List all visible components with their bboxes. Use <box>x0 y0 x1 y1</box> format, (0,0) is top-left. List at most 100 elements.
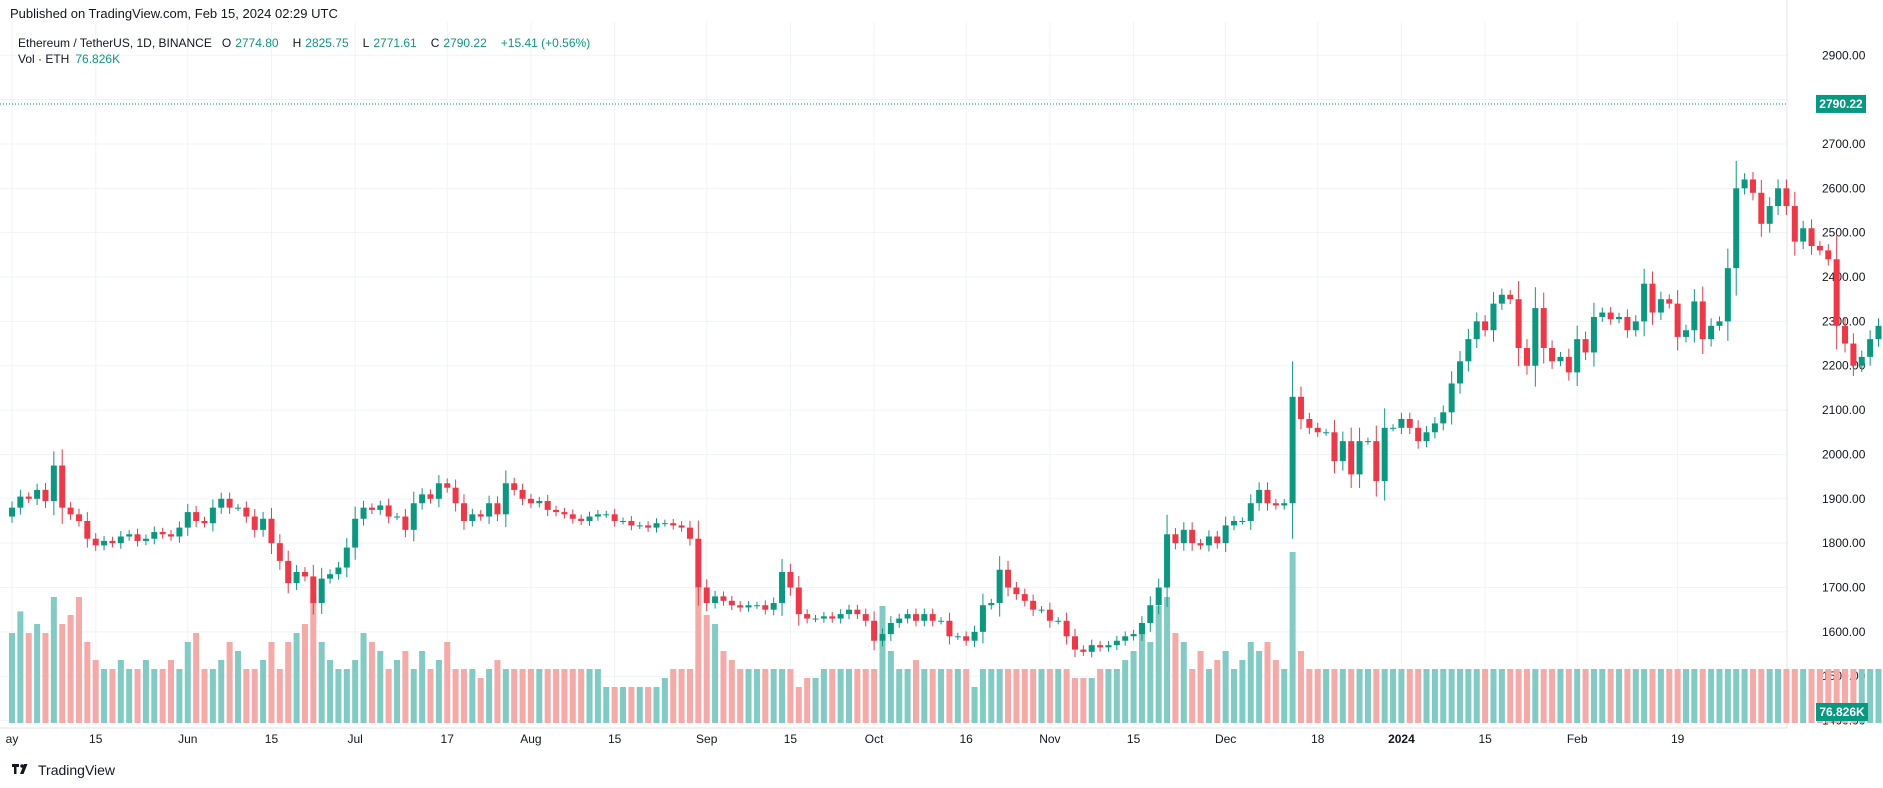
candle[interactable] <box>452 479 459 512</box>
candle[interactable] <box>1482 315 1489 337</box>
candle[interactable] <box>1038 606 1045 614</box>
candle[interactable] <box>1691 289 1698 343</box>
candle[interactable] <box>1348 427 1355 488</box>
candle[interactable] <box>17 489 24 515</box>
candle[interactable] <box>1088 639 1095 658</box>
candle[interactable] <box>753 601 760 609</box>
candle[interactable] <box>946 612 953 645</box>
candle[interactable] <box>1666 294 1673 309</box>
candle[interactable] <box>502 470 509 528</box>
candle[interactable] <box>427 489 434 504</box>
candle[interactable] <box>1239 517 1246 525</box>
candle[interactable] <box>1197 538 1204 550</box>
candle[interactable] <box>1683 324 1689 343</box>
candle[interactable] <box>1272 499 1279 510</box>
candle[interactable] <box>1791 191 1798 256</box>
candle[interactable] <box>1105 640 1112 652</box>
candle[interactable] <box>1289 361 1296 539</box>
candle[interactable] <box>686 520 693 546</box>
candle[interactable] <box>1205 530 1212 552</box>
candle[interactable] <box>1055 617 1062 625</box>
candle[interactable] <box>603 510 610 518</box>
candle[interactable] <box>1113 635 1120 651</box>
candle[interactable] <box>1390 424 1397 432</box>
candle[interactable] <box>586 511 593 526</box>
candle[interactable] <box>243 501 250 523</box>
candle[interactable] <box>1247 494 1254 530</box>
candle[interactable] <box>419 488 426 510</box>
candle[interactable] <box>795 575 802 626</box>
candle[interactable] <box>251 508 258 538</box>
candle[interactable] <box>1314 422 1321 438</box>
candle[interactable] <box>1850 333 1857 376</box>
candle[interactable] <box>569 509 576 524</box>
candle[interactable] <box>628 516 635 531</box>
candle[interactable] <box>1758 179 1765 237</box>
candle[interactable] <box>101 536 108 551</box>
candle[interactable] <box>1565 348 1572 381</box>
candle[interactable] <box>176 521 183 543</box>
candle[interactable] <box>1590 302 1597 367</box>
candle[interactable] <box>1097 640 1104 652</box>
candle[interactable] <box>1616 312 1623 324</box>
candle[interactable] <box>511 477 518 496</box>
candle[interactable] <box>234 504 241 512</box>
candle[interactable] <box>1775 179 1782 215</box>
candle[interactable] <box>804 609 811 624</box>
candle[interactable] <box>1783 179 1790 215</box>
candle[interactable] <box>1339 431 1346 471</box>
candle[interactable] <box>1833 235 1840 350</box>
candle[interactable] <box>837 609 844 624</box>
candle[interactable] <box>260 511 267 537</box>
candle[interactable] <box>1138 616 1145 641</box>
candle[interactable] <box>1164 514 1171 608</box>
candle[interactable] <box>377 500 384 515</box>
candle[interactable] <box>1473 312 1480 348</box>
candle[interactable] <box>1674 290 1681 351</box>
candle[interactable] <box>954 632 961 640</box>
candle[interactable] <box>963 631 970 646</box>
candle[interactable] <box>871 611 878 651</box>
candle[interactable] <box>168 530 175 541</box>
candle[interactable] <box>846 604 852 619</box>
candle[interactable] <box>285 550 292 594</box>
candle[interactable] <box>1297 386 1304 430</box>
candle[interactable] <box>1649 271 1656 325</box>
candle[interactable] <box>519 483 526 506</box>
candle[interactable] <box>159 527 166 539</box>
candle[interactable] <box>678 521 685 532</box>
candle[interactable] <box>84 512 91 548</box>
candle[interactable] <box>1490 292 1497 342</box>
candle[interactable] <box>1507 289 1514 305</box>
candle[interactable] <box>1724 248 1731 341</box>
candle[interactable] <box>42 483 49 508</box>
candle[interactable] <box>1816 241 1823 256</box>
candle[interactable] <box>444 478 451 493</box>
candle[interactable] <box>1172 528 1179 550</box>
candle[interactable] <box>695 520 702 606</box>
candle[interactable] <box>820 612 827 623</box>
candle[interactable] <box>1415 420 1422 449</box>
candle[interactable] <box>1222 516 1229 553</box>
candle[interactable] <box>1180 522 1187 551</box>
candle[interactable] <box>410 491 417 542</box>
candle[interactable] <box>938 617 945 625</box>
candle[interactable] <box>343 538 350 578</box>
candle[interactable] <box>1574 325 1581 386</box>
brand-name[interactable]: TradingView <box>38 762 116 778</box>
candle[interactable] <box>201 516 208 528</box>
candle[interactable] <box>879 628 886 647</box>
candle[interactable] <box>1800 220 1807 250</box>
candle[interactable] <box>1557 351 1564 367</box>
candle[interactable] <box>1716 316 1723 331</box>
candle[interactable] <box>1448 371 1455 425</box>
candle[interactable] <box>762 600 769 615</box>
candle[interactable] <box>1030 594 1037 616</box>
candle[interactable] <box>703 579 710 612</box>
candle[interactable] <box>435 475 442 508</box>
candle[interactable] <box>50 451 57 516</box>
candle[interactable] <box>1465 328 1472 372</box>
candle[interactable] <box>779 559 786 616</box>
candle[interactable] <box>636 521 643 529</box>
chart-plot[interactable]: 2900.002800.002700.002600.002500.002400.… <box>0 0 1883 746</box>
